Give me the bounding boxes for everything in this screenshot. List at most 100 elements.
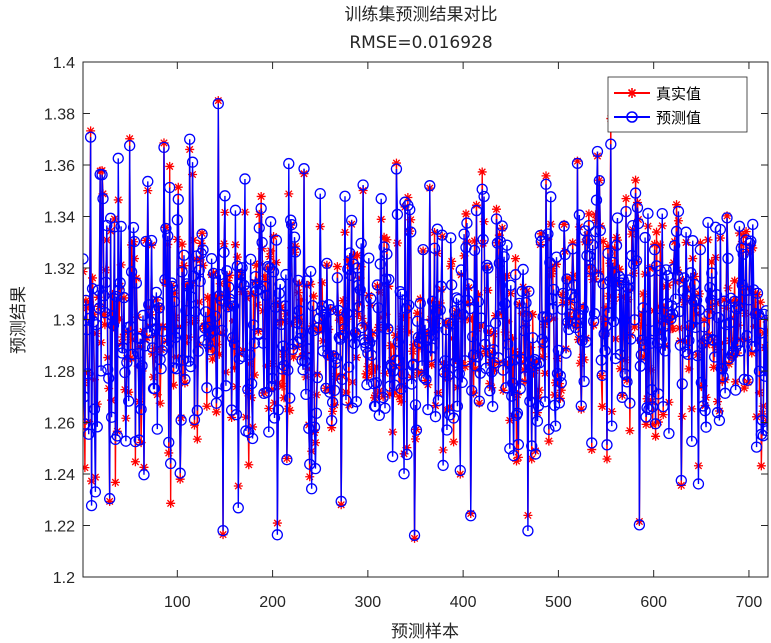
predicted-series-point [667,308,679,320]
y-tick-label: 1.26 [44,416,75,433]
predicted-series-point [503,356,515,368]
predicted-series-point [400,302,412,315]
predicted-series-point [741,330,753,342]
actual-series-point [508,333,518,343]
actual-series-point [526,343,536,353]
predicted-series-point [265,216,277,228]
predicted-series-point [300,388,312,401]
actual-series-point [232,252,242,262]
predicted-series-point [302,343,314,355]
actual-series-point [353,309,363,319]
predicted-series-point [502,338,514,350]
predicted-series-point [666,300,678,312]
predicted-series-point [328,384,341,397]
y-tick-label: 1.38 [44,107,75,124]
predicted-series-point [480,362,492,375]
predicted-series-point [443,317,455,329]
actual-series-point [285,405,295,415]
predicted-series-point [285,214,297,226]
actual-series-point [83,303,92,313]
actual-series-point [741,227,751,237]
predicted-series-point [84,131,97,143]
actual-series-point [109,214,119,224]
predicted-series-point [372,302,384,314]
predicted-series-point [248,337,261,350]
predicted-series-point [645,337,657,349]
predicted-series-point [408,529,421,541]
predicted-series-point [375,193,387,205]
predicted-series-point [220,380,232,392]
predicted-series-point [393,354,405,367]
predicted-series-point [588,315,600,327]
actual-series-point [602,454,612,464]
legend-marker-predicted [626,111,638,123]
predicted-series-point [366,349,378,362]
predicted-series-point [406,378,418,390]
predicted-series-point [426,342,438,354]
predicted-series-point [267,266,280,278]
predicted-series-point [311,371,324,384]
predicted-series-point [99,307,111,319]
y-tick-label: 1.4 [53,55,75,72]
predicted-series-point [683,334,695,347]
predicted-series-point [371,279,384,291]
predicted-series-point [512,438,525,451]
predicted-series-point [321,257,333,270]
actual-series-point [557,289,567,299]
predicted-series-point [457,308,469,321]
actual-series-point [670,237,680,247]
predicted-series-point [585,263,597,275]
actual-series-point [254,209,264,219]
y-tick-label: 1.28 [44,364,75,381]
predicted-series-point [263,426,275,438]
actual-series-point [382,235,392,245]
predicted-series-point [467,331,479,343]
actual-series-point [651,431,661,441]
predicted-series-point [218,246,230,259]
predicted-series-point [274,278,286,290]
predicted-series-point [283,157,295,170]
actual-series-point [498,385,508,395]
actual-series-point [156,345,166,355]
predicted-series-point [249,270,262,283]
predicted-series-point [497,364,509,376]
actual-series-point [756,461,766,471]
predicted-series-point [522,525,534,537]
predicted-series-point [103,372,115,384]
actual-series-point [294,279,304,289]
predicted-series-point [719,387,731,399]
predicted-series-point [282,364,294,376]
predicted-series-point [160,222,172,235]
predicted-series-point [450,292,463,304]
predicted-series-point [606,420,618,432]
predicted-series-point [290,316,303,329]
actual-series-point [719,295,729,305]
predicted-series-point [706,267,718,279]
predicted-series-point [628,314,641,326]
actual-series-point [289,352,299,362]
predicted-series-point [377,391,389,404]
predicted-series-point [205,344,217,356]
predicted-series-point [605,138,617,150]
predicted-series-point [687,235,699,247]
actual-series-point [455,469,465,479]
actual-series-point [409,340,419,350]
actual-series-point [614,264,624,274]
predicted-series-point [275,318,287,331]
actual-series-point [601,303,611,313]
x-tick-label: 400 [450,594,477,611]
actual-series-point [155,398,165,408]
predicted-series-point [586,437,598,449]
predicted-series-point [216,324,228,337]
predicted-series-point [247,319,260,331]
predicted-series-point [301,275,313,287]
predicted-series-point [588,308,601,320]
predicted-series-point [246,432,259,445]
predicted-series-point [686,435,698,448]
predicted-series-point [90,319,102,331]
predicted-series-point [537,311,549,323]
predicted-series-point [487,343,500,356]
predicted-series-point [396,288,408,300]
predicted-series-point [295,327,307,339]
actual-series-point [489,329,499,339]
